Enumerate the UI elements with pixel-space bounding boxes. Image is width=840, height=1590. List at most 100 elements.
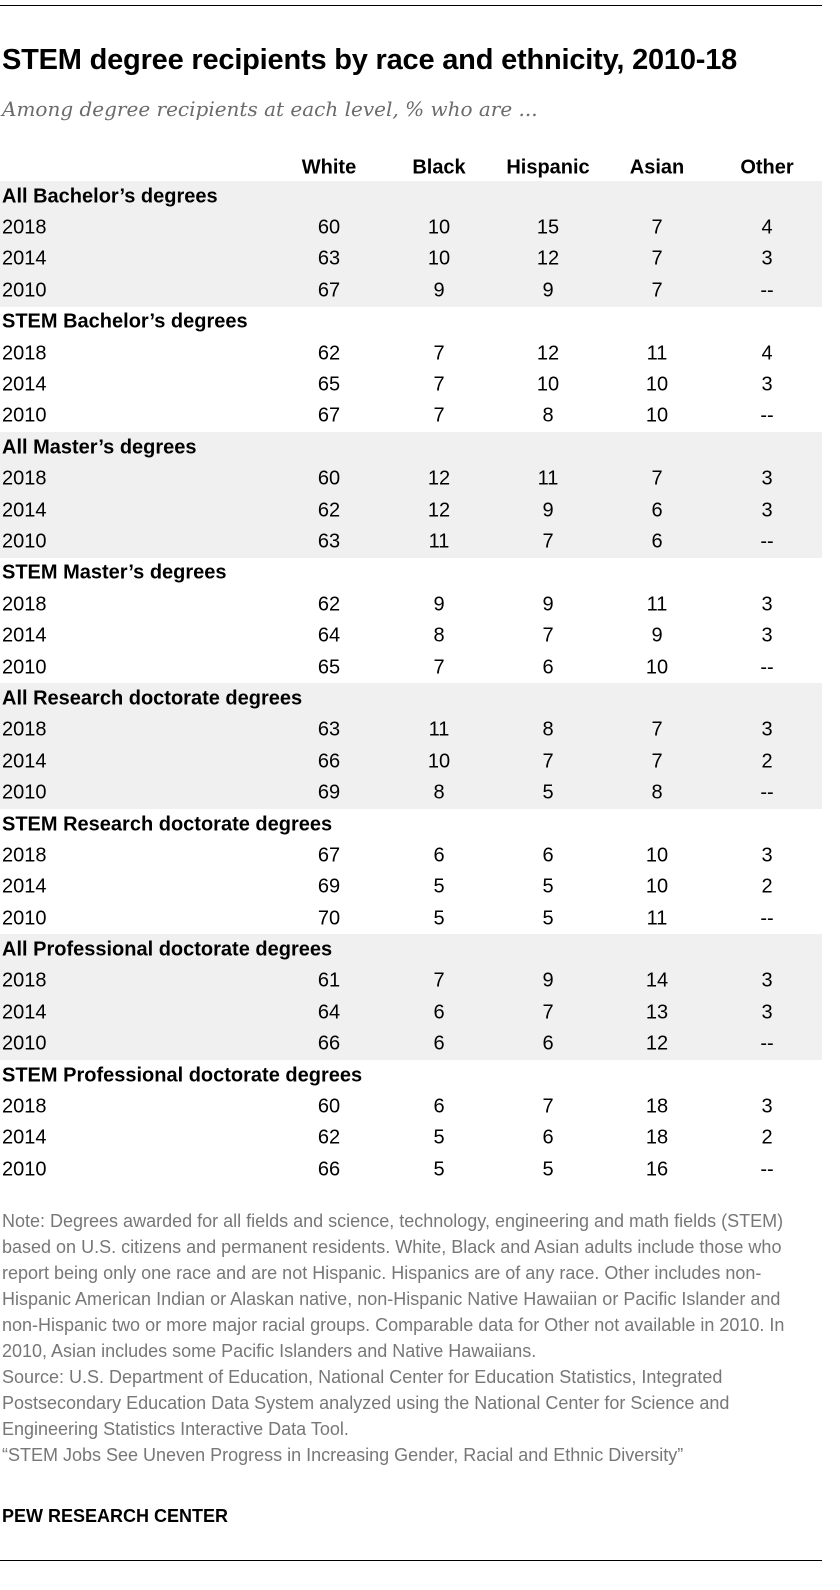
group-title-row: STEM Research doctorate degrees	[0, 809, 822, 840]
value-cell-hispanic: 10	[536, 373, 560, 396]
value-cell-other: 3	[761, 718, 773, 741]
year-label: 2010	[2, 656, 47, 679]
group-title: STEM Bachelor’s degrees	[2, 310, 248, 333]
value-cell-asian: 12	[645, 1032, 669, 1055]
table-row: 2010 63 11 7 6 --	[0, 526, 822, 558]
column-header-white: White	[301, 156, 357, 178]
table-row: 2018 61 7 9 14 3	[0, 965, 822, 998]
top-rule	[0, 5, 822, 6]
value-cell-white: 67	[317, 279, 341, 302]
value-cell-black: 11	[428, 718, 450, 741]
group-title: STEM Professional doctorate degrees	[2, 1064, 363, 1087]
value-cell-other: 3	[761, 1001, 773, 1024]
value-cell-other: 3	[761, 1095, 773, 1118]
year-label: 2010	[2, 404, 47, 427]
value-cell-black: 6	[433, 1095, 445, 1118]
value-cell-black: 8	[433, 624, 445, 647]
value-cell-white: 70	[317, 907, 341, 930]
value-cell-white: 65	[317, 373, 341, 396]
value-cell-other: 3	[761, 467, 773, 490]
table-row: 2010 66 6 6 12 --	[0, 1028, 822, 1060]
value-cell-black: 7	[433, 342, 445, 365]
value-cell-black: 11	[428, 530, 450, 553]
value-cell-white: 65	[317, 656, 341, 679]
value-cell-white: 63	[317, 718, 341, 741]
value-cell-hispanic: 5	[542, 781, 554, 804]
value-cell-asian: 7	[651, 247, 663, 270]
value-cell-other: 4	[761, 216, 773, 239]
table-row: 2010 65 7 6 10 --	[0, 652, 822, 683]
table-row: 2010 70 5 5 11 --	[0, 903, 822, 934]
table-row: 2018 63 11 8 7 3	[0, 714, 822, 747]
value-cell-black: 6	[433, 844, 445, 867]
value-cell-white: 64	[317, 1001, 341, 1024]
value-cell-white: 69	[317, 875, 341, 898]
value-cell-asian: 6	[651, 499, 663, 522]
year-label: 2018	[2, 593, 47, 616]
value-cell-black: 10	[427, 750, 451, 773]
table-row: 2014 65 7 10 10 3	[0, 369, 822, 400]
table-row: 2018 60 10 15 7 4	[0, 212, 822, 244]
value-cell-hispanic: 9	[542, 279, 554, 302]
value-cell-white: 60	[317, 216, 341, 239]
value-cell-black: 7	[433, 404, 445, 427]
value-cell-white: 64	[317, 624, 341, 647]
table-row: 2018 62 7 12 11 4	[0, 338, 822, 369]
value-cell-white: 63	[317, 530, 341, 553]
value-cell-hispanic: 9	[542, 969, 554, 992]
value-cell-asian: 14	[645, 969, 669, 992]
value-cell-black: 12	[427, 467, 451, 490]
value-cell-black: 9	[433, 279, 445, 302]
table-row: 2010 66 5 5 16 --	[0, 1154, 822, 1185]
value-cell-white: 61	[317, 969, 341, 992]
table-row: 2014 62 12 9 6 3	[0, 494, 822, 527]
source-text: Source: U.S. Department of Education, Na…	[2, 1367, 730, 1439]
value-cell-hispanic: 9	[542, 593, 554, 616]
value-cell-asian: 10	[645, 656, 669, 679]
group-title: All Bachelor’s degrees	[2, 185, 218, 208]
year-label: 2018	[2, 844, 47, 867]
year-label: 2010	[2, 1158, 47, 1181]
chart-subtitle: Among degree recipients at each level, %…	[2, 97, 538, 121]
table-row: 2014 63 10 12 7 3	[0, 243, 822, 276]
year-label: 2010	[2, 1032, 47, 1055]
value-cell-asian: 11	[646, 907, 668, 930]
table-row: 2014 62 5 6 18 2	[0, 1123, 822, 1154]
value-cell-hispanic: 9	[542, 499, 554, 522]
value-cell-hispanic: 7	[542, 750, 554, 773]
year-label: 2018	[2, 1095, 47, 1118]
year-label: 2018	[2, 216, 47, 239]
value-cell-hispanic: 8	[542, 718, 554, 741]
year-label: 2018	[2, 718, 47, 741]
value-cell-other: --	[760, 279, 774, 302]
value-cell-asian: 13	[645, 1001, 669, 1024]
table-row: 2014 64 6 7 13 3	[0, 997, 822, 1029]
value-cell-hispanic: 6	[542, 656, 554, 679]
value-cell-other: --	[760, 530, 774, 553]
value-cell-black: 6	[433, 1032, 445, 1055]
column-header-hispanic: Hispanic	[506, 156, 590, 178]
value-cell-black: 5	[433, 1126, 445, 1149]
year-label: 2014	[2, 875, 47, 898]
value-cell-black: 10	[427, 247, 451, 270]
value-cell-white: 67	[317, 844, 341, 867]
year-label: 2018	[2, 342, 47, 365]
value-cell-black: 5	[433, 1158, 445, 1181]
value-cell-black: 8	[433, 781, 445, 804]
value-cell-other: --	[760, 656, 774, 679]
value-cell-hispanic: 5	[542, 875, 554, 898]
value-cell-asian: 7	[651, 279, 663, 302]
value-cell-other: 3	[761, 373, 773, 396]
value-cell-other: 2	[761, 875, 773, 898]
value-cell-asian: 18	[645, 1095, 669, 1118]
year-label: 2014	[2, 1126, 47, 1149]
value-cell-hispanic: 6	[542, 1032, 554, 1055]
value-cell-other: 3	[761, 844, 773, 867]
value-cell-hispanic: 7	[542, 530, 554, 553]
value-cell-other: --	[760, 1158, 774, 1181]
value-cell-asian: 10	[645, 404, 669, 427]
value-cell-asian: 6	[651, 530, 663, 553]
value-cell-hispanic: 6	[542, 1126, 554, 1149]
value-cell-other: 3	[761, 624, 773, 647]
year-label: 2014	[2, 750, 47, 773]
